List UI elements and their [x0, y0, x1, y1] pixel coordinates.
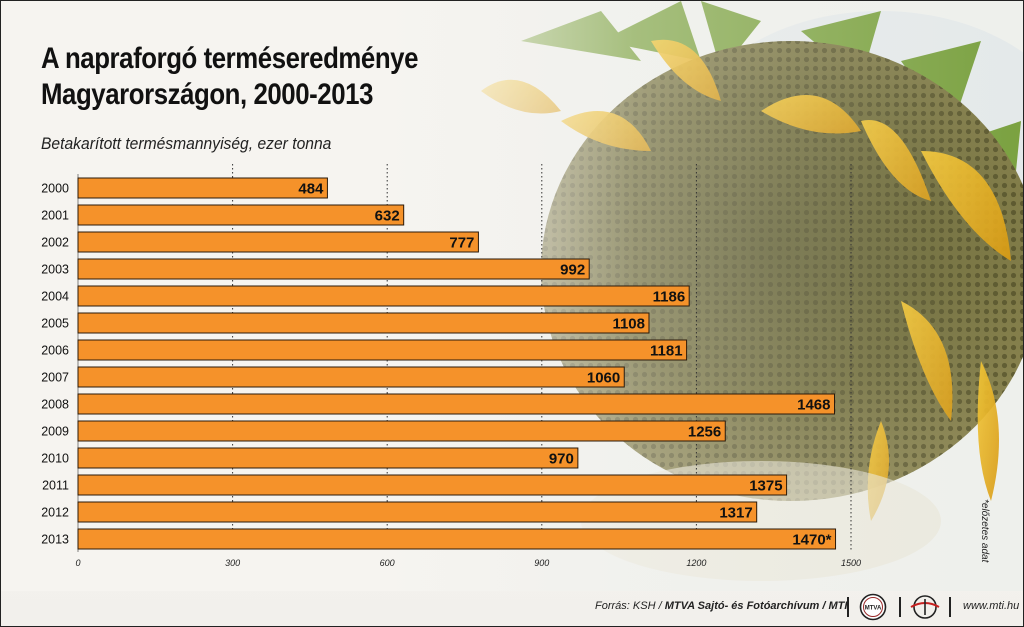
- category-label: 2013: [41, 533, 69, 547]
- bar: [77, 177, 328, 199]
- bar: [77, 420, 726, 442]
- category-label: 2004: [41, 290, 69, 304]
- title-line-2: Magyarországon, 2000-2013: [41, 78, 373, 111]
- bar-value-label: 777: [449, 235, 474, 252]
- bar: [77, 528, 837, 550]
- category-label: 2012: [41, 506, 69, 520]
- bar: [77, 258, 590, 280]
- mtva-logo: MTVA: [859, 593, 887, 621]
- bar-value-label: 992: [560, 262, 585, 279]
- bar-value-label: 1186: [653, 289, 686, 306]
- mti-logo: [910, 595, 940, 619]
- bar-value-label: 970: [549, 451, 574, 468]
- bar: [77, 501, 758, 523]
- bar: [77, 204, 405, 226]
- bar-value-label: 1181: [650, 343, 683, 360]
- bar: [77, 393, 836, 415]
- bar-value-label: 1108: [612, 316, 645, 333]
- x-tick-labels: 0 300 600 900 1200 1500: [75, 558, 861, 568]
- category-label: 2001: [41, 209, 69, 223]
- bar: [77, 312, 650, 334]
- bar-value-label: 632: [375, 208, 400, 225]
- bar-value-label: 1470*: [792, 532, 831, 549]
- chart-subtitle: Betakarított termésmannyiség, ezer tonna: [41, 134, 332, 153]
- website-link[interactable]: www.mti.hu: [963, 600, 1020, 612]
- source-prefix: Forrás: KSH /: [595, 600, 665, 612]
- footer-separator: [847, 597, 849, 617]
- bar: [77, 474, 788, 496]
- category-label: 2010: [41, 452, 69, 466]
- bar: [77, 366, 625, 388]
- bar: [77, 447, 579, 469]
- bar-value-label: 1060: [587, 370, 620, 387]
- category-label: 2007: [41, 371, 69, 385]
- x-tick-label: 0: [75, 558, 80, 568]
- chart-title: A napraforgó terméseredménye Magyarorszá…: [41, 41, 418, 113]
- bar: [77, 339, 688, 361]
- bar-value-label: 484: [298, 181, 324, 198]
- x-tick-label: 300: [225, 558, 240, 568]
- category-label: 2003: [41, 263, 69, 277]
- category-label: 2005: [41, 317, 69, 331]
- x-tick-label: 600: [380, 558, 395, 568]
- bar-value-label: 1468: [797, 397, 830, 414]
- bar-value-label: 1256: [688, 424, 721, 441]
- source-credit: Forrás: KSH / MTVA Sajtó- és Fotóarchívu…: [595, 600, 847, 612]
- bars: 484 632 777 992 1186 1108 1181 1060 1468 1256 970 1…: [77, 177, 837, 550]
- footer-separator: [899, 597, 901, 617]
- bar-value-label: 1317: [719, 505, 752, 522]
- category-label: 2002: [41, 236, 69, 250]
- x-tick-label: 1500: [841, 558, 861, 568]
- bar-chart: 484 632 777 992 1186 1108 1181 1060 1468 1256 970 1…: [41, 164, 861, 568]
- source-archive: MTVA Sajtó- és Fotóarchívum / MTI: [664, 600, 848, 612]
- category-labels: 2000 2001 2002 2003 2004 2005 2006 2007 2008 2009…: [41, 182, 69, 547]
- x-tick-label: 900: [534, 558, 549, 568]
- category-label: 2008: [41, 398, 69, 412]
- category-label: 2009: [41, 425, 69, 439]
- category-label: 2000: [41, 182, 69, 196]
- category-label: 2011: [42, 479, 69, 493]
- bar: [77, 285, 690, 307]
- title-line-1: A napraforgó terméseredménye: [41, 42, 419, 75]
- preliminary-data-note: *előzetes adat: [979, 499, 990, 563]
- bar-value-label: 1375: [749, 478, 782, 495]
- category-label: 2006: [41, 344, 69, 358]
- x-tick-label: 1200: [686, 558, 706, 568]
- bar: [77, 231, 479, 253]
- svg-text:MTVA: MTVA: [865, 606, 882, 612]
- footer-separator: [949, 597, 951, 617]
